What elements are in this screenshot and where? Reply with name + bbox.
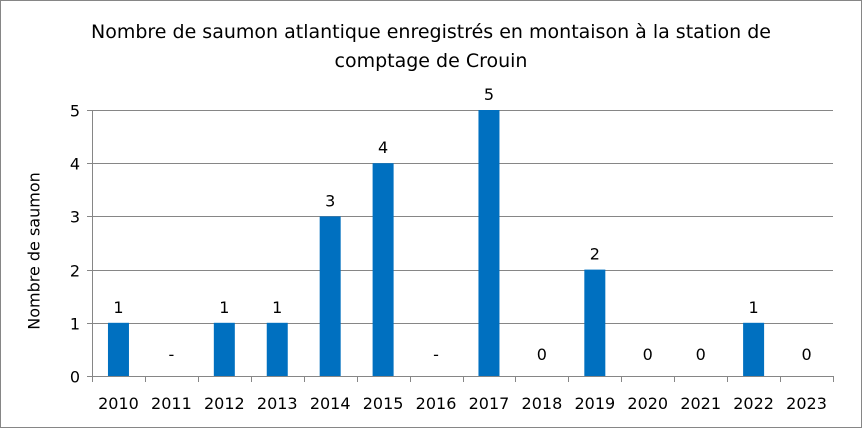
data-label: - bbox=[169, 345, 175, 364]
y-tick-label: 0 bbox=[70, 368, 80, 387]
x-tick-label: 2010 bbox=[98, 394, 139, 413]
chart-title: Nombre de saumon atlantique enregistrés … bbox=[90, 21, 771, 72]
x-tick-label: 2016 bbox=[416, 394, 457, 413]
bar bbox=[743, 322, 765, 376]
axes bbox=[87, 110, 834, 382]
bar bbox=[478, 110, 500, 376]
bar bbox=[107, 322, 129, 376]
data-label: 1 bbox=[749, 298, 759, 317]
bar bbox=[266, 322, 288, 376]
x-tick-label: 2021 bbox=[680, 394, 721, 413]
data-label: - bbox=[433, 345, 439, 364]
y-tick-label: 1 bbox=[70, 315, 80, 334]
data-label: 0 bbox=[537, 345, 547, 364]
x-tick-label: 2014 bbox=[310, 394, 351, 413]
bar bbox=[584, 269, 606, 376]
x-tick-label: 2022 bbox=[733, 394, 774, 413]
bars bbox=[107, 110, 765, 376]
data-label: 0 bbox=[696, 345, 706, 364]
x-tick-label: 2018 bbox=[522, 394, 563, 413]
data-label: 1 bbox=[272, 298, 282, 317]
data-label: 2 bbox=[590, 245, 600, 264]
data-label: 4 bbox=[378, 138, 388, 157]
x-tick-label: 2013 bbox=[257, 394, 298, 413]
x-tick-label: 2020 bbox=[627, 394, 668, 413]
x-tick-label: 2019 bbox=[574, 394, 615, 413]
y-tick-label: 5 bbox=[70, 102, 80, 121]
data-labels: 1 - 1 1 3 4 - 5 0 2 0 0 1 0 bbox=[113, 85, 811, 364]
x-tick-label: 2015 bbox=[363, 394, 404, 413]
y-tick-label: 3 bbox=[70, 208, 80, 227]
x-tick-label: 2011 bbox=[151, 394, 192, 413]
data-label: 1 bbox=[219, 298, 229, 317]
bar bbox=[213, 322, 235, 376]
y-tick-label: 4 bbox=[70, 155, 80, 174]
data-label: 0 bbox=[801, 345, 811, 364]
bar bbox=[372, 163, 394, 376]
data-label: 3 bbox=[325, 191, 335, 210]
x-tick-label: 2012 bbox=[204, 394, 245, 413]
data-label: 5 bbox=[484, 85, 494, 104]
data-label: 1 bbox=[113, 298, 123, 317]
data-label: 0 bbox=[643, 345, 653, 364]
x-tick-label: 2017 bbox=[469, 394, 510, 413]
y-tick-label: 2 bbox=[70, 262, 80, 281]
grid-lines bbox=[92, 110, 833, 324]
x-tick-label: 2023 bbox=[786, 394, 827, 413]
bar bbox=[319, 216, 341, 376]
